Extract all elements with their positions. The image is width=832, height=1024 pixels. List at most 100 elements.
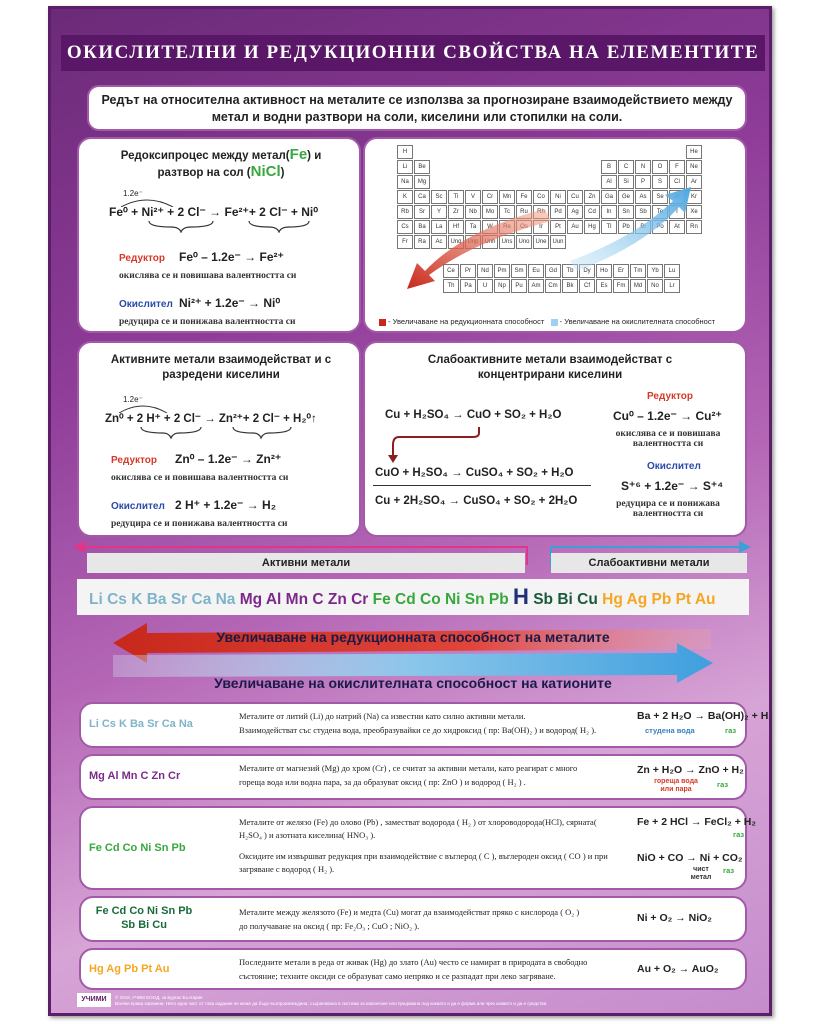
row-eq-note-2: газ: [725, 726, 737, 735]
reductor-equation: Cu⁰ – 1.2e⁻ → Cu²⁺: [613, 409, 722, 423]
element-cell: Sn: [618, 205, 634, 219]
oxidizing-capacity-arrow: [113, 643, 713, 683]
series-group-3: Fe Cd Co Ni Sn Pb: [372, 591, 509, 608]
element-cell: Sr: [414, 205, 430, 219]
trend-arrows: [407, 187, 691, 289]
substitution-arrow: [388, 427, 480, 463]
oxidizer-note: редуцира се и понижава валентността си: [119, 317, 296, 327]
row-group-4: Fe Cd Co Ni Sn Pb Sb Bi Cu Металите межд…: [79, 896, 747, 942]
row-text-1: Металите от литий (Li) до натрий (Na) са…: [239, 711, 526, 721]
element-cell: S: [652, 175, 668, 189]
footer-line-1: © 2018, УЧИМ ЕООД, за Бургас България: [115, 995, 203, 1000]
panel1-equation: Fe⁰ + Ni²⁺ + 2 Cl⁻ → Fe²⁺+ 2 Cl⁻ + Ni⁰: [109, 205, 319, 219]
row-group-3: Fe Cd Co Ni Sn Pb Металите от желязо (Fe…: [79, 806, 756, 890]
panel-periodic-table: H He Li Be B C N O F Ne Na Mg Al Si P S Cl Ar K Ca Sc Ti V Cr Mn…: [363, 137, 747, 333]
activity-series: Li Cs K Ba Sr Ca Na Mg Al Mn C Zn Cr Fe …: [77, 579, 749, 615]
element-cell: Se: [652, 190, 668, 204]
element-cell: Np: [494, 279, 510, 293]
element-cell: Pa: [460, 279, 476, 293]
row-text-2: гореща вода или водна пара, за да образу…: [239, 777, 526, 787]
element-cell: Rb: [397, 205, 413, 219]
row-equation: Au + O₂ → AuO₂: [637, 963, 719, 975]
element-cell: Uno: [516, 235, 532, 249]
element-cell: Y: [431, 205, 447, 219]
row-text-1: Последните метали в реда от живак (Hg) д…: [239, 957, 588, 967]
element-cell: Pd: [550, 205, 566, 219]
reductor-note: окислява се и повишава валентността си: [615, 429, 721, 449]
element-cell: Ra: [414, 235, 430, 249]
element-cell: Kr: [686, 190, 702, 204]
element-cell: Tm: [630, 264, 646, 278]
ion-braces: [140, 426, 292, 439]
element-cell: Gd: [545, 264, 561, 278]
row-equation: Ba + 2 H₂O → Ba(OH)₂ + H₂: [637, 710, 772, 722]
weak-metals-header: Слабоактивни метали: [551, 553, 747, 573]
element-cell: B: [601, 160, 617, 174]
intro-box: Редът на относителна активност на метали…: [87, 85, 747, 131]
fraction-line: [373, 485, 591, 486]
element-cell: Zn: [584, 190, 600, 204]
element-cell: Xe: [686, 205, 702, 219]
element-cell: Cr: [482, 190, 498, 204]
element-cell: Co: [533, 190, 549, 204]
element-cell: V: [465, 190, 481, 204]
row-group-5: Hg Ag Pb Pt Au Последните метали в реда …: [79, 948, 747, 990]
element-cell: La: [431, 220, 447, 234]
element-cell: Eu: [528, 264, 544, 278]
element-cell: Ga: [601, 190, 617, 204]
series-group-1: Li Cs K Ba Sr Ca Na: [89, 591, 236, 608]
element-cell: Hg: [584, 220, 600, 234]
element-cell: Une: [533, 235, 549, 249]
row-equation-2: NiO + CO → Ni + CO₂: [637, 852, 743, 864]
element-cell: Ho: [596, 264, 612, 278]
series-group-5: Hg Ag Pb Pt Au: [602, 591, 716, 608]
element-cell: Es: [596, 279, 612, 293]
row-label: Mg Al Mn C Zn Cr: [89, 770, 181, 782]
element-cell: H: [397, 145, 413, 159]
element-cell: Ta: [465, 220, 481, 234]
row-eq-note-2: газ: [717, 780, 729, 789]
element-cell: Yb: [647, 264, 663, 278]
table-legend: - Увеличаване на редукционната способнос…: [379, 317, 715, 326]
row-group-2: Mg Al Mn C Zn Cr Металите от магнезий (M…: [79, 754, 747, 800]
element-cell: Er: [613, 264, 629, 278]
capacity-arrows: [113, 623, 713, 683]
poster: ОКИСЛИТЕЛНИ И РЕДУКЦИОННИ СВОЙСТВА НА ЕЛ…: [48, 6, 772, 1016]
reductor-label: Редуктор: [647, 391, 694, 402]
oxidizer-equation: 2 H⁺ + 1.2e⁻ → H₂: [175, 498, 277, 512]
element-cell: Sm: [511, 264, 527, 278]
row-eq-note: студена вода: [645, 726, 695, 735]
series-group-2: Mg Al Mn C Zn Cr: [239, 591, 369, 608]
element-cell: Sc: [431, 190, 447, 204]
element-cell: Pm: [494, 264, 510, 278]
element-cell: Bk: [562, 279, 578, 293]
page-title: ОКИСЛИТЕЛНИ И РЕДУКЦИОННИ СВОЙСТВА НА ЕЛ…: [61, 35, 765, 71]
row-text-2: Оксидите им извършват редукция при взаим…: [239, 851, 608, 874]
reductor-note: окислява се и повишава валентността си: [111, 473, 289, 483]
element-cell: Th: [443, 279, 459, 293]
element-cell: P: [635, 175, 651, 189]
series-hydrogen: H: [513, 584, 529, 609]
element-cell: Lr: [664, 279, 680, 293]
element-cell: Md: [630, 279, 646, 293]
element-cell: Fm: [613, 279, 629, 293]
legend-red-swatch: [379, 318, 386, 326]
element-cell: Rn: [686, 220, 702, 234]
reductor-note: окислява се и повишава валентността си: [119, 271, 297, 281]
element-cell: Pr: [460, 264, 476, 278]
row-eq-note: газ: [733, 830, 745, 839]
reductor-label: Редуктор: [119, 253, 166, 264]
oxidizer-equation: Ni²⁺ + 1.2e⁻ → Ni⁰: [179, 296, 281, 310]
row-eq2-note-2: газ: [723, 866, 735, 875]
row-group-1: Li Cs K Ba Sr Ca Na Металите от литий (L…: [79, 702, 769, 748]
element-cell: Sb: [635, 205, 651, 219]
element-cell: As: [635, 190, 651, 204]
legend-blue-text: - Увеличаване на окислителната способнос…: [559, 317, 716, 326]
element-cell: Uns: [499, 235, 515, 249]
row-text-1: Металите от магнезий (Mg) до хром (Cr) ,…: [239, 763, 578, 773]
element-cell: No: [647, 279, 663, 293]
element-cell: Tc: [499, 205, 515, 219]
element-cell: At: [669, 220, 685, 234]
panel-redox-metal-salt: Редоксипроцес между метал(Fe) и разтвор …: [77, 137, 361, 333]
element-cell: Tb: [562, 264, 578, 278]
